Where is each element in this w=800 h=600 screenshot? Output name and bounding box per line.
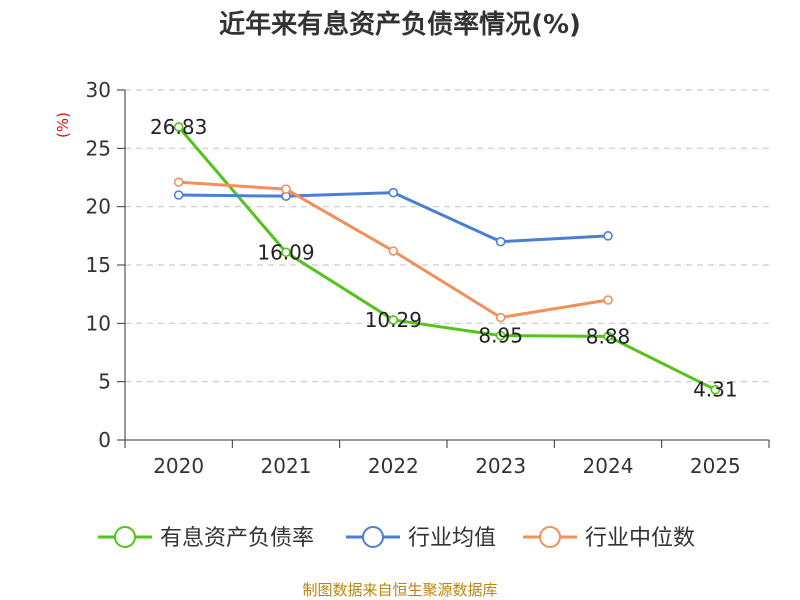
data-point — [281, 247, 291, 258]
legend-label: 行业均值 — [408, 526, 496, 551]
series-0 — [173, 122, 721, 395]
x-tick-label: 2021 — [261, 454, 312, 478]
data-point — [603, 231, 613, 241]
legend-label: 行业中位数 — [585, 526, 695, 551]
data-point — [495, 236, 506, 247]
legend: 有息资产负债率 行业均值 行业中位数 — [98, 526, 695, 551]
legend-marker — [362, 526, 384, 548]
y-tick-label: 25 — [86, 136, 111, 160]
data-point — [173, 177, 184, 187]
y-tick-label: 10 — [86, 311, 111, 335]
y-tick-label: 20 — [86, 195, 111, 219]
series-line — [177, 126, 717, 392]
data-point — [281, 184, 291, 194]
data-point — [388, 187, 399, 198]
legend-label: 有息资产负债率 — [160, 526, 314, 551]
data-label: 16.09 — [257, 240, 314, 264]
y-tick-label: 5 — [98, 370, 111, 394]
data-point — [388, 246, 399, 256]
data-point — [710, 384, 721, 395]
y-tick-label: 30 — [86, 78, 111, 102]
grid — [125, 89, 769, 383]
x-tick-label: 2024 — [583, 454, 634, 478]
legend-item-0[interactable]: 有息资产负债率 — [98, 526, 314, 551]
legend-marker — [539, 526, 561, 548]
y-tick-label: 15 — [86, 253, 111, 277]
series-1 — [173, 187, 613, 247]
x-tick-label: 2023 — [475, 454, 526, 478]
series-2 — [173, 177, 613, 323]
data-label: 10.29 — [365, 308, 422, 332]
y-axis-label: (%) — [54, 112, 72, 138]
data-label: 8.95 — [478, 324, 523, 348]
chart-title: 近年来有息资产负债率情况(%) — [219, 9, 581, 40]
legend-item-2[interactable]: 行业中位数 — [523, 526, 695, 551]
data-point — [603, 331, 613, 342]
legend-item-1[interactable]: 行业均值 — [346, 526, 496, 551]
data-point — [495, 330, 506, 341]
data-point — [173, 122, 184, 132]
data-label: 8.88 — [586, 324, 631, 348]
source-note: 制图数据来自恒生聚源数据库 — [302, 581, 497, 599]
series-layer — [173, 122, 721, 395]
data-label: 4.31 — [693, 378, 738, 402]
data-point — [388, 315, 399, 325]
data-label: 26.83 — [150, 115, 207, 139]
y-tick-label: 0 — [98, 428, 111, 452]
x-tick-label: 2020 — [153, 454, 204, 478]
data-point — [603, 295, 613, 305]
data-point — [495, 312, 506, 323]
x-tick-label: 2022 — [368, 454, 419, 478]
data-labels: 26.83 16.09 10.29 8.95 8.88 4.31 — [150, 115, 738, 402]
data-point — [173, 190, 184, 200]
legend-marker — [114, 526, 136, 548]
x-tick-label: 2025 — [690, 454, 741, 478]
